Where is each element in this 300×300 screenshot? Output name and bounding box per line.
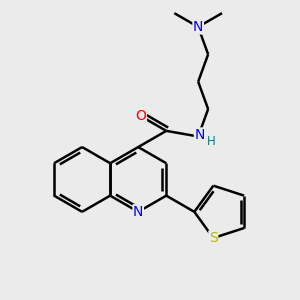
Text: N: N: [194, 128, 205, 142]
Text: N: N: [193, 20, 203, 34]
Text: N: N: [133, 205, 143, 219]
Text: O: O: [136, 109, 146, 123]
Text: S: S: [209, 231, 218, 245]
Text: H: H: [207, 135, 216, 148]
